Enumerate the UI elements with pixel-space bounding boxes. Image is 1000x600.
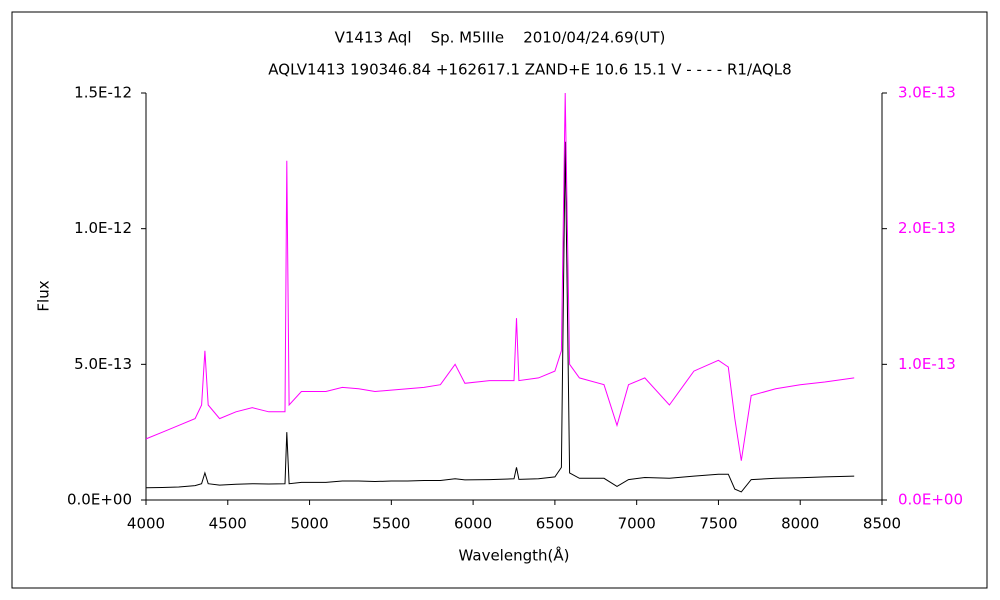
- y-tick-label: 1.0E-12: [74, 219, 132, 237]
- x-tick-label: 7500: [699, 515, 737, 533]
- y2-tick-label: 2.0E-13: [898, 219, 956, 237]
- y2-tick-label: 3.0E-13: [898, 84, 956, 102]
- chart-title: V1413 Aql Sp. M5IIIe 2010/04/24.69(UT): [335, 29, 666, 47]
- x-tick-label: 6500: [536, 515, 574, 533]
- spectrum-line: [145, 92, 855, 461]
- x-tick-label: 7000: [618, 515, 656, 533]
- chart-subtitle: AQLV1413 190346.84 +162617.1 ZAND+E 10.6…: [268, 61, 791, 79]
- y-axis-label: Flux: [35, 280, 53, 311]
- spectrum-line: [145, 141, 855, 493]
- y-tick-label: 1.5E-12: [74, 84, 132, 102]
- y2-tick-label: 1.0E-13: [898, 355, 956, 373]
- x-tick-label: 6000: [454, 515, 492, 533]
- frame: [11, 11, 988, 589]
- x-tick-label: 4000: [127, 515, 165, 533]
- x-tick-label: 8500: [863, 515, 901, 533]
- y-tick-label: 5.0E-13: [74, 355, 132, 373]
- x-tick-label: 5000: [290, 515, 328, 533]
- y-tick-label: 0.0E+00: [67, 491, 132, 509]
- x-tick-label: 5500: [372, 515, 410, 533]
- x-tick-label: 8000: [781, 515, 819, 533]
- x-axis-label: Wavelength(Å): [459, 546, 570, 565]
- x-tick-label: 4500: [209, 515, 247, 533]
- y2-tick-label: 0.0E+00: [898, 491, 963, 509]
